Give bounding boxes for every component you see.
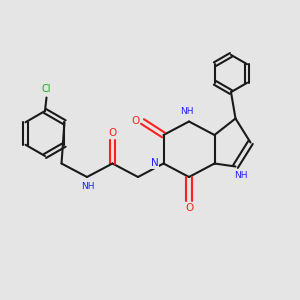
- Text: NH: NH: [234, 171, 248, 180]
- Text: O: O: [185, 202, 193, 213]
- Text: NH: NH: [81, 182, 95, 191]
- Text: N: N: [151, 158, 159, 169]
- Text: Cl: Cl: [42, 84, 51, 94]
- Text: O: O: [108, 128, 117, 138]
- Text: NH: NH: [180, 107, 194, 116]
- Text: O: O: [131, 116, 139, 127]
